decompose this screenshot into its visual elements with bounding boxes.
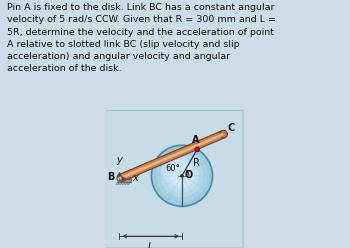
Text: Pin A is fixed to the disk. Link BC has a constant angular
velocity of 5 rad/s C: Pin A is fixed to the disk. Link BC has … bbox=[7, 3, 276, 73]
Text: x: x bbox=[132, 173, 138, 183]
Text: A: A bbox=[192, 135, 199, 145]
Circle shape bbox=[165, 159, 199, 193]
Text: R: R bbox=[193, 157, 200, 168]
Circle shape bbox=[117, 176, 122, 181]
Circle shape bbox=[170, 164, 194, 188]
Circle shape bbox=[156, 150, 208, 202]
Text: y: y bbox=[116, 155, 122, 165]
Text: L: L bbox=[148, 242, 153, 248]
FancyBboxPatch shape bbox=[106, 111, 243, 248]
Circle shape bbox=[195, 147, 199, 152]
Circle shape bbox=[161, 155, 192, 186]
Text: C: C bbox=[227, 123, 234, 133]
Circle shape bbox=[220, 130, 228, 138]
Polygon shape bbox=[119, 133, 224, 180]
Text: 60°: 60° bbox=[166, 164, 181, 173]
Bar bbox=[118, 178, 131, 179]
Text: B: B bbox=[107, 172, 114, 182]
Polygon shape bbox=[118, 131, 225, 182]
Circle shape bbox=[181, 174, 183, 177]
Text: O: O bbox=[184, 170, 193, 180]
Circle shape bbox=[161, 155, 203, 197]
Circle shape bbox=[152, 145, 212, 206]
Bar bbox=[118, 179, 131, 182]
